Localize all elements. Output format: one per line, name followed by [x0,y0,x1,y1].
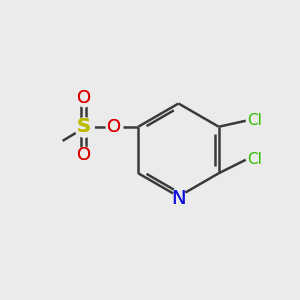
Text: O: O [106,118,121,136]
Text: O: O [76,89,91,107]
Text: Cl: Cl [247,113,262,128]
Text: O: O [76,146,91,164]
Text: O: O [76,89,91,107]
Text: S: S [76,117,91,136]
Text: Cl: Cl [247,152,262,167]
Text: S: S [76,117,91,136]
Text: N: N [171,188,186,208]
Text: N: N [171,188,186,208]
Text: O: O [106,118,121,136]
Text: O: O [76,146,91,164]
